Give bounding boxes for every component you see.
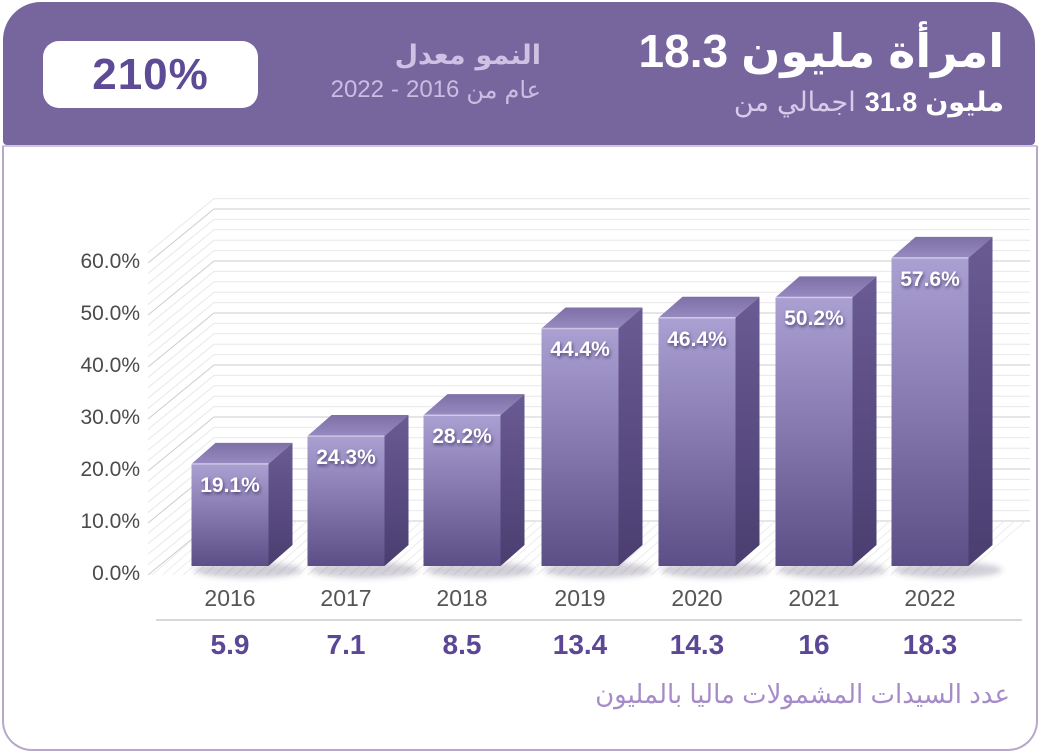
growth-label: معدل النمو <box>394 40 541 70</box>
growth-period: 2022-2016 من عام <box>330 76 541 104</box>
y-axis-tick: 60.0% <box>80 250 140 273</box>
count-value: 13.4 <box>552 629 608 660</box>
main-title: 18.3 مليون امرأة <box>638 25 1004 77</box>
count-value: 5.9 <box>210 629 250 660</box>
count-value: 7.1 <box>326 629 366 660</box>
y-axis-tick: 20.0% <box>80 458 140 481</box>
subtitle-bold: 31.8 مليون <box>864 87 1004 117</box>
growth-label-block: معدل النمو 2022-2016 من عام <box>331 40 541 105</box>
y-axis-tick: 10.0% <box>80 510 140 533</box>
count-value: 18.3 <box>902 629 958 660</box>
y-axis-tick: 50.0% <box>80 302 140 325</box>
bar-percent-label: 57.6% <box>900 267 960 291</box>
subtitle: من اجمالي 31.8 مليون <box>639 87 1004 118</box>
x-axis-year: 2020 <box>671 585 723 611</box>
y-axis-tick: 40.0% <box>80 354 140 377</box>
count-value: 14.3 <box>669 629 725 660</box>
x-axis-year: 2019 <box>554 585 606 611</box>
count-value: 8.5 <box>442 629 482 660</box>
growth-rate-badge: 210% <box>43 41 258 108</box>
divider-line <box>156 619 1022 621</box>
header-banner: 210% معدل النمو 2022-2016 من عام 18.3 مليون ا… <box>3 2 1035 145</box>
subtitle-light: من اجمالي <box>733 87 856 117</box>
count-value: 16 <box>798 629 830 660</box>
bar-percent-label: 24.3% <box>316 445 376 469</box>
title-block: 18.3 مليون امرأة من اجمالي 31.8 مليون <box>639 24 1004 118</box>
x-axis-year: 2021 <box>788 585 840 611</box>
x-axis-year: 2018 <box>436 585 488 611</box>
x-axis-year: 2016 <box>204 585 256 611</box>
x-axis-year: 2017 <box>320 585 372 611</box>
chart-caption: عدد السيدات المشمولات ماليا بالمليون <box>595 679 1010 709</box>
y-axis-tick: 0.0% <box>92 562 140 585</box>
bar-percent-label: 50.2% <box>784 307 844 331</box>
bar-percent-label: 28.2% <box>432 425 492 449</box>
bar-percent-label: 44.4% <box>550 338 610 362</box>
growth-rate-value: 210% <box>92 49 209 99</box>
bar-percent-label: 46.4% <box>667 327 727 351</box>
y-axis-tick: 30.0% <box>80 406 140 429</box>
bar-percent-label: 19.1% <box>200 473 260 497</box>
x-axis-year: 2022 <box>904 585 956 611</box>
